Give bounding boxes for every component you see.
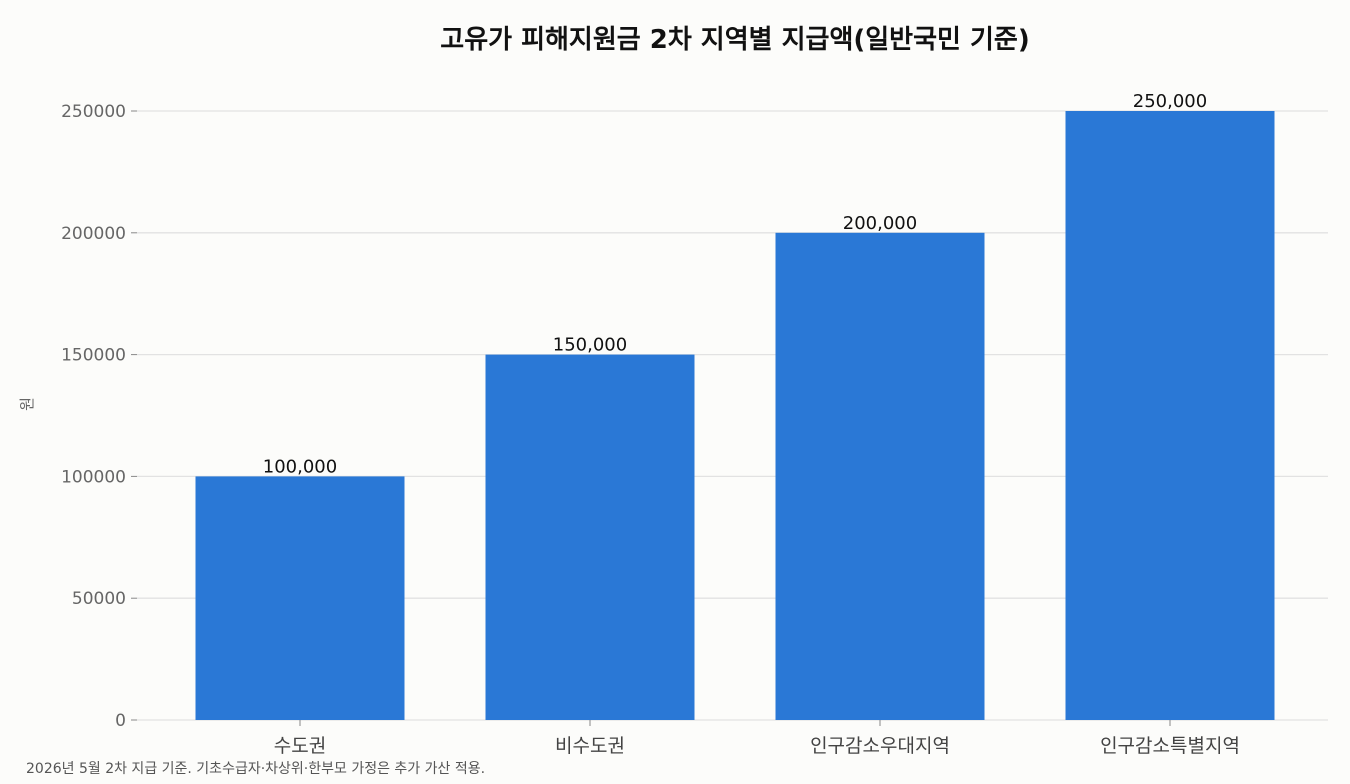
bar	[775, 232, 985, 721]
y-axis-label: 원	[18, 397, 36, 411]
x-tick-label: 비수도권	[555, 735, 625, 757]
y-tick-label: 100000	[61, 467, 126, 487]
x-tick-label: 인구감소특별지역	[1100, 735, 1240, 757]
data-label: 200,000	[843, 213, 917, 234]
y-tick-label: 50000	[72, 589, 126, 609]
x-tick-label: 수도권	[274, 735, 326, 757]
data-label: 250,000	[1133, 91, 1207, 112]
data-label: 100,000	[263, 456, 337, 477]
bar	[195, 476, 405, 720]
y-tick-label: 200000	[61, 224, 126, 244]
y-tick-label: 250000	[61, 102, 126, 122]
bar	[485, 354, 695, 720]
data-label: 150,000	[553, 335, 627, 356]
y-tick-label: 0	[115, 711, 126, 731]
y-tick-label: 150000	[61, 346, 126, 366]
x-tick-label: 인구감소우대지역	[810, 735, 950, 757]
bars: 100,000 150,000 200,000 250,000	[195, 91, 1275, 721]
footnote: 2026년 5월 2차 지급 기준. 기초수급자·차상위·한부모 가정은 추가 …	[26, 761, 485, 777]
axes: 0 50000 100000 150000 200000 250000 수도권 비수도권 인구감…	[61, 102, 1240, 757]
chart-title: 고유가 피해지원금 2차 지역별 지급액(일반국민 기준)	[440, 25, 1029, 55]
bar	[1065, 111, 1275, 720]
